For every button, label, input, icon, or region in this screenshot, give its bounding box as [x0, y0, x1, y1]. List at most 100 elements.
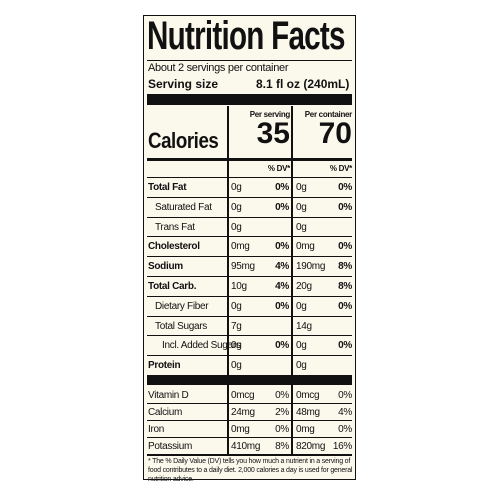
rule	[147, 216, 352, 218]
daily-value: 0%	[338, 201, 352, 213]
amount: 0g	[296, 360, 307, 372]
amount: 0g	[296, 181, 307, 193]
amount: 410mg	[231, 440, 261, 452]
rule	[147, 177, 352, 178]
amount: 0g	[296, 201, 307, 213]
servings: About 2 servings per container	[148, 62, 289, 74]
nutrition-label: Nutrition Facts About 2 servings per con…	[143, 14, 356, 483]
nutrient-name: Trans Fat	[155, 221, 195, 233]
nutrient-name: Vitamin D	[148, 389, 189, 401]
daily-value: 0%	[275, 181, 289, 193]
daily-value: 0%	[338, 241, 352, 253]
rule	[147, 60, 352, 61]
amount: 0g	[231, 181, 242, 193]
rule	[147, 196, 352, 198]
amount: 24mg	[231, 406, 255, 418]
nutrient-name: Protein	[148, 360, 181, 372]
serving-size: 8.1 fl oz (240mL)	[256, 77, 350, 91]
amount: 0g	[231, 360, 242, 372]
daily-value: 0%	[275, 300, 289, 312]
daily-value: 0%	[338, 181, 352, 193]
nutrient-name: Dietary Fiber	[155, 300, 209, 312]
thick-rule	[147, 94, 352, 105]
amount: 0mcg	[296, 389, 320, 401]
col-header: Per serving	[249, 110, 291, 119]
daily-value: 0%	[275, 241, 289, 253]
amount: 0mg	[231, 423, 250, 435]
amount: 0mg	[296, 423, 315, 435]
dv-header: % DV*	[267, 164, 290, 173]
rule	[147, 276, 352, 277]
amount: 0g	[296, 300, 307, 312]
dv-header: % DV*	[329, 164, 352, 173]
rule	[147, 295, 352, 297]
nutrient-name: Iron	[148, 423, 165, 435]
daily-value: 16%	[332, 440, 352, 452]
col-header: Per container	[304, 110, 353, 119]
footnote: * The % Daily Value (DV) tells you how m…	[148, 458, 353, 483]
nutrient-name: Calcium	[148, 406, 183, 418]
amount: 0mcg	[231, 389, 255, 401]
thick-rule	[147, 376, 352, 385]
rule	[147, 158, 352, 161]
rule	[147, 454, 352, 455]
daily-value: 8%	[338, 261, 352, 273]
nutrient-name: Cholesterol	[148, 241, 200, 253]
amount: 0g	[231, 221, 242, 233]
rule	[147, 403, 352, 404]
amount: 10g	[231, 280, 247, 292]
amount: 820mg	[296, 440, 326, 452]
rule	[147, 375, 352, 376]
daily-value: 0%	[275, 423, 289, 435]
rule	[147, 355, 352, 357]
calories-serving: 35	[256, 117, 290, 150]
daily-value: 4%	[275, 280, 289, 292]
daily-value: 0%	[338, 300, 352, 312]
amount: 20g	[296, 280, 312, 292]
amount: 0g	[231, 340, 242, 352]
calories-container: 70	[318, 117, 352, 150]
amount: 14g	[296, 320, 312, 332]
daily-value: 0%	[338, 340, 352, 352]
rule	[147, 236, 352, 238]
rule	[147, 335, 352, 337]
amount: 0g	[296, 340, 307, 352]
serving-size-label: Serving size	[148, 77, 219, 91]
amount: 0g	[231, 300, 242, 312]
title: Nutrition Facts	[147, 14, 345, 58]
amount: 0g	[296, 221, 307, 233]
amount: 7g	[231, 320, 242, 332]
rule	[147, 256, 352, 258]
daily-value: 0%	[338, 389, 352, 401]
amount: 48mg	[296, 406, 320, 418]
amount: 95mg	[231, 261, 255, 273]
daily-value: 4%	[275, 261, 289, 273]
nutrient-name: Total Carb.	[148, 280, 197, 292]
calories-label: Calories	[148, 128, 219, 153]
amount: 0g	[231, 201, 242, 213]
daily-value: 2%	[275, 406, 289, 418]
daily-value: 0%	[275, 340, 289, 352]
nutrient-name: Incl. Added Sugars	[162, 340, 241, 352]
daily-value: 8%	[338, 280, 352, 292]
daily-value: 0%	[338, 423, 352, 435]
column-divider	[227, 106, 229, 455]
rule	[147, 437, 352, 438]
nutrient-name: Total Sugars	[155, 320, 207, 332]
amount: 0mg	[296, 241, 315, 253]
daily-value: 0%	[275, 201, 289, 213]
daily-value: 0%	[275, 389, 289, 401]
nutrient-name: Sodium	[148, 261, 183, 273]
nutrient-name: Total Fat	[148, 181, 187, 193]
rule	[147, 420, 352, 421]
column-divider	[291, 106, 293, 455]
rule	[147, 315, 352, 317]
amount: 0mg	[231, 241, 250, 253]
daily-value: 8%	[275, 440, 289, 452]
daily-value: 4%	[338, 406, 352, 418]
nutrient-name: Potassium	[148, 440, 192, 452]
nutrient-name: Saturated Fat	[155, 201, 212, 213]
rule	[147, 455, 352, 456]
